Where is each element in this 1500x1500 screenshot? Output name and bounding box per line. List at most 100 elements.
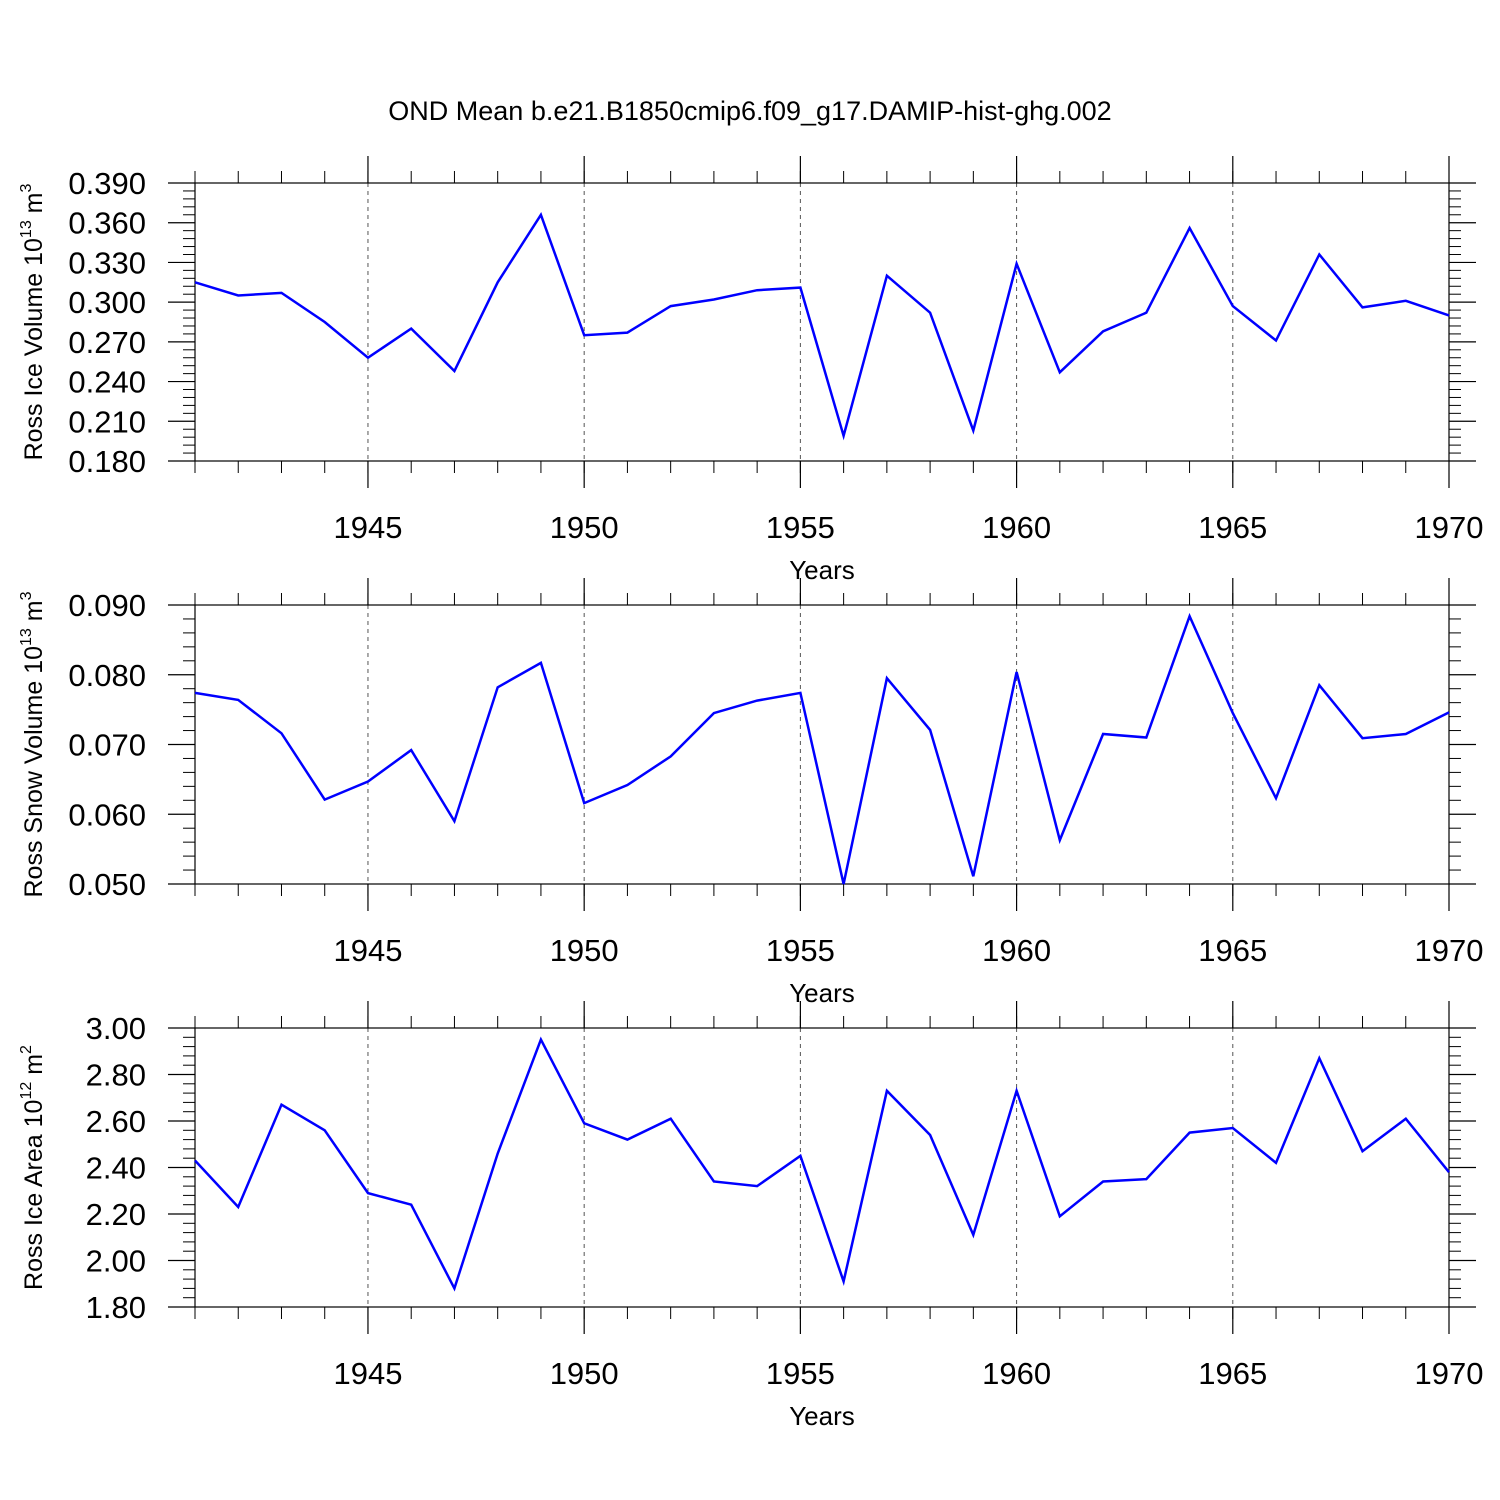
data-point	[1404, 299, 1408, 303]
data-point	[452, 369, 456, 373]
data-point	[1274, 1161, 1278, 1165]
x-tick-label: 1970	[1415, 933, 1484, 968]
y-tick-label: 0.390	[68, 166, 146, 201]
y-tick-label: 0.360	[68, 206, 146, 241]
data-point	[669, 304, 673, 308]
x-tick-label: 1970	[1415, 1356, 1484, 1391]
data-point	[193, 280, 197, 284]
y-axis-label: Ross Ice Volume 1013 m3	[18, 183, 48, 460]
data-point	[928, 311, 932, 315]
data-point	[279, 1103, 283, 1107]
data-point	[712, 1179, 716, 1183]
data-point	[712, 711, 716, 715]
x-tick-label: 1965	[1198, 933, 1267, 968]
x-tick-label: 1955	[766, 510, 835, 545]
y-tick-label: 0.060	[68, 797, 146, 832]
y-tick-label: 1.80	[86, 1290, 146, 1325]
data-point	[842, 882, 846, 886]
data-point	[452, 819, 456, 823]
data-point	[1447, 313, 1451, 317]
data-point	[842, 1279, 846, 1283]
data-point	[798, 286, 802, 290]
data-point	[1058, 370, 1062, 374]
data-point	[496, 1152, 500, 1156]
data-point	[1101, 329, 1105, 333]
data-point	[1101, 1179, 1105, 1183]
data-point	[236, 294, 240, 298]
data-point	[1144, 1177, 1148, 1181]
panel-snow-volume: 1945 1950 1955 1960 1965 1970 0.050 0.060 0.070 0…	[18, 578, 1483, 1008]
data-point	[1317, 252, 1321, 256]
y-tick-label: 3.00	[86, 1011, 146, 1046]
y-tick-label: 0.050	[68, 867, 146, 902]
x-tick-label: 1970	[1415, 510, 1484, 545]
x-tick-label: 1955	[766, 1356, 835, 1391]
y-tick-label: 0.330	[68, 245, 146, 280]
plot-frame	[194, 604, 1450, 885]
data-point	[1317, 683, 1321, 687]
x-tick-label: 1945	[333, 933, 402, 968]
x-tick-label: 1950	[550, 1356, 619, 1391]
data-point	[625, 331, 629, 335]
data-point	[1144, 736, 1148, 740]
x-tick-label: 1965	[1198, 510, 1267, 545]
data-point	[1404, 1117, 1408, 1121]
y-tick-label: 2.20	[86, 1197, 146, 1232]
y-tick-label: 0.270	[68, 325, 146, 360]
y-tick-label: 2.80	[86, 1058, 146, 1093]
data-point	[755, 288, 759, 292]
data-point	[1231, 1126, 1235, 1130]
series-line	[194, 612, 1450, 885]
data-point	[323, 320, 327, 324]
data-point	[1058, 1214, 1062, 1218]
data-point	[928, 728, 932, 732]
x-tick-label: 1955	[766, 933, 835, 968]
data-point	[1447, 710, 1451, 714]
x-tick-label: 1960	[982, 1356, 1051, 1391]
data-point	[539, 661, 543, 665]
y-tick-label: 2.60	[86, 1104, 146, 1139]
series-line	[194, 211, 1450, 441]
data-point	[755, 699, 759, 703]
data-point	[1231, 304, 1235, 308]
data-point	[1188, 226, 1192, 230]
data-point	[1274, 339, 1278, 343]
data-point	[582, 801, 586, 805]
data-point	[1274, 796, 1278, 800]
data-point	[193, 1159, 197, 1163]
data-point	[798, 691, 802, 695]
data-point	[1015, 670, 1019, 674]
data-point	[409, 748, 413, 752]
y-axis-label: Ross Ice Area 1012 m2	[18, 1045, 48, 1290]
data-point	[366, 1191, 370, 1195]
data-point	[582, 1121, 586, 1125]
data-point	[625, 783, 629, 787]
data-point	[236, 698, 240, 702]
data-point	[712, 297, 716, 301]
data-point	[971, 429, 975, 433]
data-point	[193, 691, 197, 695]
y-tick-label: 0.090	[68, 588, 146, 623]
x-tick-label: 1960	[982, 510, 1051, 545]
data-point	[1361, 305, 1365, 309]
y-tick-label: 0.180	[68, 444, 146, 479]
y-tick-label: 0.240	[68, 365, 146, 400]
data-point	[1188, 1131, 1192, 1135]
data-point	[755, 1184, 759, 1188]
x-axis-label: Years	[789, 555, 855, 585]
plot-frame	[194, 182, 1450, 462]
data-point	[971, 874, 975, 878]
y-tick-label: 0.210	[68, 404, 146, 439]
panel-ice-volume: 1945 1950 1955 1960 1965 1970 0.180 0.210 0.240 0…	[18, 156, 1483, 585]
data-point	[1144, 311, 1148, 315]
data-point	[279, 731, 283, 735]
data-point	[409, 327, 413, 331]
data-point	[496, 685, 500, 689]
y-axis-label: Ross Snow Volume 1013 m3	[18, 591, 48, 897]
y-tick-label: 0.080	[68, 658, 146, 693]
y-tick-label: 2.40	[86, 1151, 146, 1186]
series-line	[194, 1036, 1450, 1292]
data-point	[669, 754, 673, 758]
data-point	[1015, 1089, 1019, 1093]
data-point	[1101, 732, 1105, 736]
